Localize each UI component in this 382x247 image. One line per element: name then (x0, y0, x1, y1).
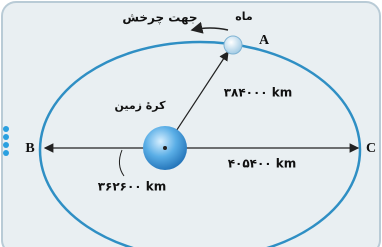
earth-label: کرهٔ زمین (114, 99, 166, 112)
point-b: B (25, 141, 34, 156)
earth-center (163, 146, 167, 150)
panel (2, 2, 380, 247)
average-distance: ۳۸۴۰۰۰ km (224, 86, 293, 100)
moon-label: ماه (235, 10, 252, 23)
point-c: C (366, 141, 376, 156)
minimum-distance: ۳۶۲۶۰۰ km (98, 180, 167, 194)
point-a: A (259, 33, 270, 48)
page: جهت چرخش ماه A B C کرهٔ زمین ۳۸۴۰۰۰ km ۴… (0, 0, 382, 247)
rotation-label: جهت چرخش (122, 11, 197, 25)
orbit-diagram: جهت چرخش ماه A B C کرهٔ زمین ۳۸۴۰۰۰ km ۴… (0, 0, 382, 247)
moon (224, 36, 242, 54)
maximum-distance: ۴۰۵۴۰۰ km (228, 157, 297, 171)
